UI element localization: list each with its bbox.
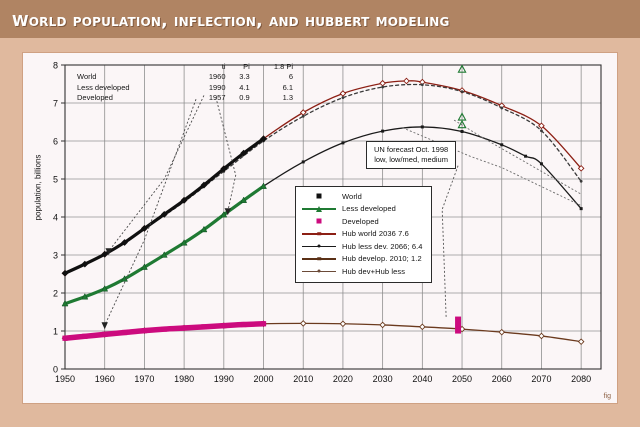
y-axis-tick-label: 2 — [53, 289, 58, 299]
stats-col-p18: 1.8 Pi — [273, 62, 293, 71]
series-0 — [61, 135, 267, 277]
x-axis-tick-label: 2000 — [254, 374, 274, 384]
legend-marker-small-diamond-icon — [302, 253, 336, 264]
stats-col-ti: ti — [221, 62, 226, 71]
slide-title-bar: World population, inflection, and Hubber… — [0, 0, 640, 38]
un-forecast-note: UN forecast Oct. 1998 low, low/med, medi… — [366, 141, 457, 170]
stats-row-pi: 4.1 — [239, 82, 250, 92]
y-axis-title: population, billions — [33, 154, 43, 221]
stats-table-row: Developed 1957 0.9 1.3 — [77, 93, 295, 104]
chart-legend: World Less developed Developed Hub world 20… — [295, 186, 432, 283]
un-forecast-note-line2: low, low/med, medium — [374, 155, 448, 165]
y-axis-tick-label: 6 — [53, 137, 58, 147]
legend-marker-diamond-icon — [302, 191, 336, 202]
stats-table-row: Less developed 1990 4.1 6.1 — [77, 83, 295, 94]
legend-item-label: Less developed — [342, 204, 396, 214]
x-axis-tick-label: 1980 — [174, 374, 194, 384]
stats-row-p18: 6.1 — [282, 82, 293, 92]
stats-row-ti: 1960 — [208, 72, 226, 81]
legend-item[interactable]: Hub less dev. 2066; 6.4 — [302, 240, 423, 253]
y-axis-tick-label: 5 — [53, 175, 58, 185]
stats-row-ti: 1990 — [208, 82, 226, 92]
y-axis-tick-label: 0 — [53, 365, 58, 375]
series-2 — [62, 321, 267, 341]
stats-row-label: Less developed — [77, 82, 130, 92]
x-axis-tick-label: 2020 — [333, 374, 353, 384]
legend-marker-small-diamond-icon — [302, 228, 336, 239]
corner-mark: fig — [603, 393, 611, 400]
legend-item[interactable]: Developed — [302, 215, 423, 228]
legend-marker-dot-icon — [302, 266, 336, 277]
y-axis-tick-label: 1 — [53, 327, 58, 337]
stats-col-blank — [77, 61, 191, 72]
stats-row-p18: 6 — [288, 72, 293, 81]
stats-row-p18: 1.3 — [282, 93, 293, 102]
inflection-leader-lines — [101, 95, 237, 330]
y-axis-tick-label: 7 — [53, 99, 58, 109]
legend-item[interactable]: World — [302, 190, 423, 203]
legend-marker-dash-icon — [302, 241, 336, 252]
x-axis-tick-label: 1970 — [134, 374, 154, 384]
legend-marker-triangle-icon — [302, 203, 336, 214]
legend-item-label: World — [342, 191, 362, 201]
legend-item[interactable]: Hub dev+Hub less — [302, 265, 423, 278]
legend-item-label: Developed — [342, 216, 379, 226]
inflection-stats-table: ti Pi 1.8 Pi World 1960 3.3 6 Less developed… — [77, 61, 295, 104]
x-axis-tick-label: 1960 — [95, 374, 115, 384]
stats-row-label: Developed — [77, 93, 113, 102]
chart-panel: 1950 1960 1970 1980 1990 2000 2010 2020 2030 2040… — [22, 52, 618, 404]
legend-item-label: Hub world 2036 7.6 — [342, 229, 409, 239]
legend-item-label: Hub dev+Hub less — [342, 266, 406, 276]
legend-item-label: Hub less dev. 2066; 6.4 — [342, 241, 423, 251]
stats-row-ti: 1957 — [208, 93, 226, 102]
stats-col-pi: Pi — [243, 62, 250, 71]
stats-table-row: World 1960 3.3 6 — [77, 72, 295, 83]
legend-item[interactable]: Hub world 2036 7.6 — [302, 228, 423, 241]
un-forecast-note-line1: UN forecast Oct. 1998 — [374, 145, 449, 154]
legend-item[interactable]: Hub develop. 2010; 1.2 — [302, 253, 423, 266]
developed-inflection-bar — [455, 316, 462, 334]
x-axis-tick-label: 2010 — [293, 374, 313, 384]
x-axis-tick-label: 1990 — [214, 374, 234, 384]
x-axis-tick-label: 2040 — [412, 374, 432, 384]
x-axis-tick-label: 1950 — [55, 374, 75, 384]
y-axis-tick-label: 8 — [53, 61, 58, 71]
legend-item-label: Hub develop. 2010; 1.2 — [342, 254, 422, 264]
legend-item[interactable]: Less developed — [302, 203, 423, 216]
x-axis-tick-label: 2060 — [492, 374, 512, 384]
page-title: World population, inflection, and Hubber… — [12, 7, 450, 31]
stats-row-pi: 3.3 — [239, 72, 250, 81]
legend-marker-square-icon — [302, 216, 336, 227]
y-axis-tick-label: 4 — [53, 213, 58, 223]
stats-row-pi: 0.9 — [239, 93, 250, 102]
x-axis-tick-label: 2030 — [373, 374, 393, 384]
stats-row-label: World — [77, 72, 97, 81]
y-axis-tick-label: 3 — [53, 251, 58, 261]
x-axis-tick-label: 2050 — [452, 374, 472, 384]
x-axis-tick-label: 2070 — [531, 374, 551, 384]
x-axis-tick-label: 2080 — [571, 374, 591, 384]
stats-table-header-row: ti Pi 1.8 Pi — [77, 61, 295, 72]
